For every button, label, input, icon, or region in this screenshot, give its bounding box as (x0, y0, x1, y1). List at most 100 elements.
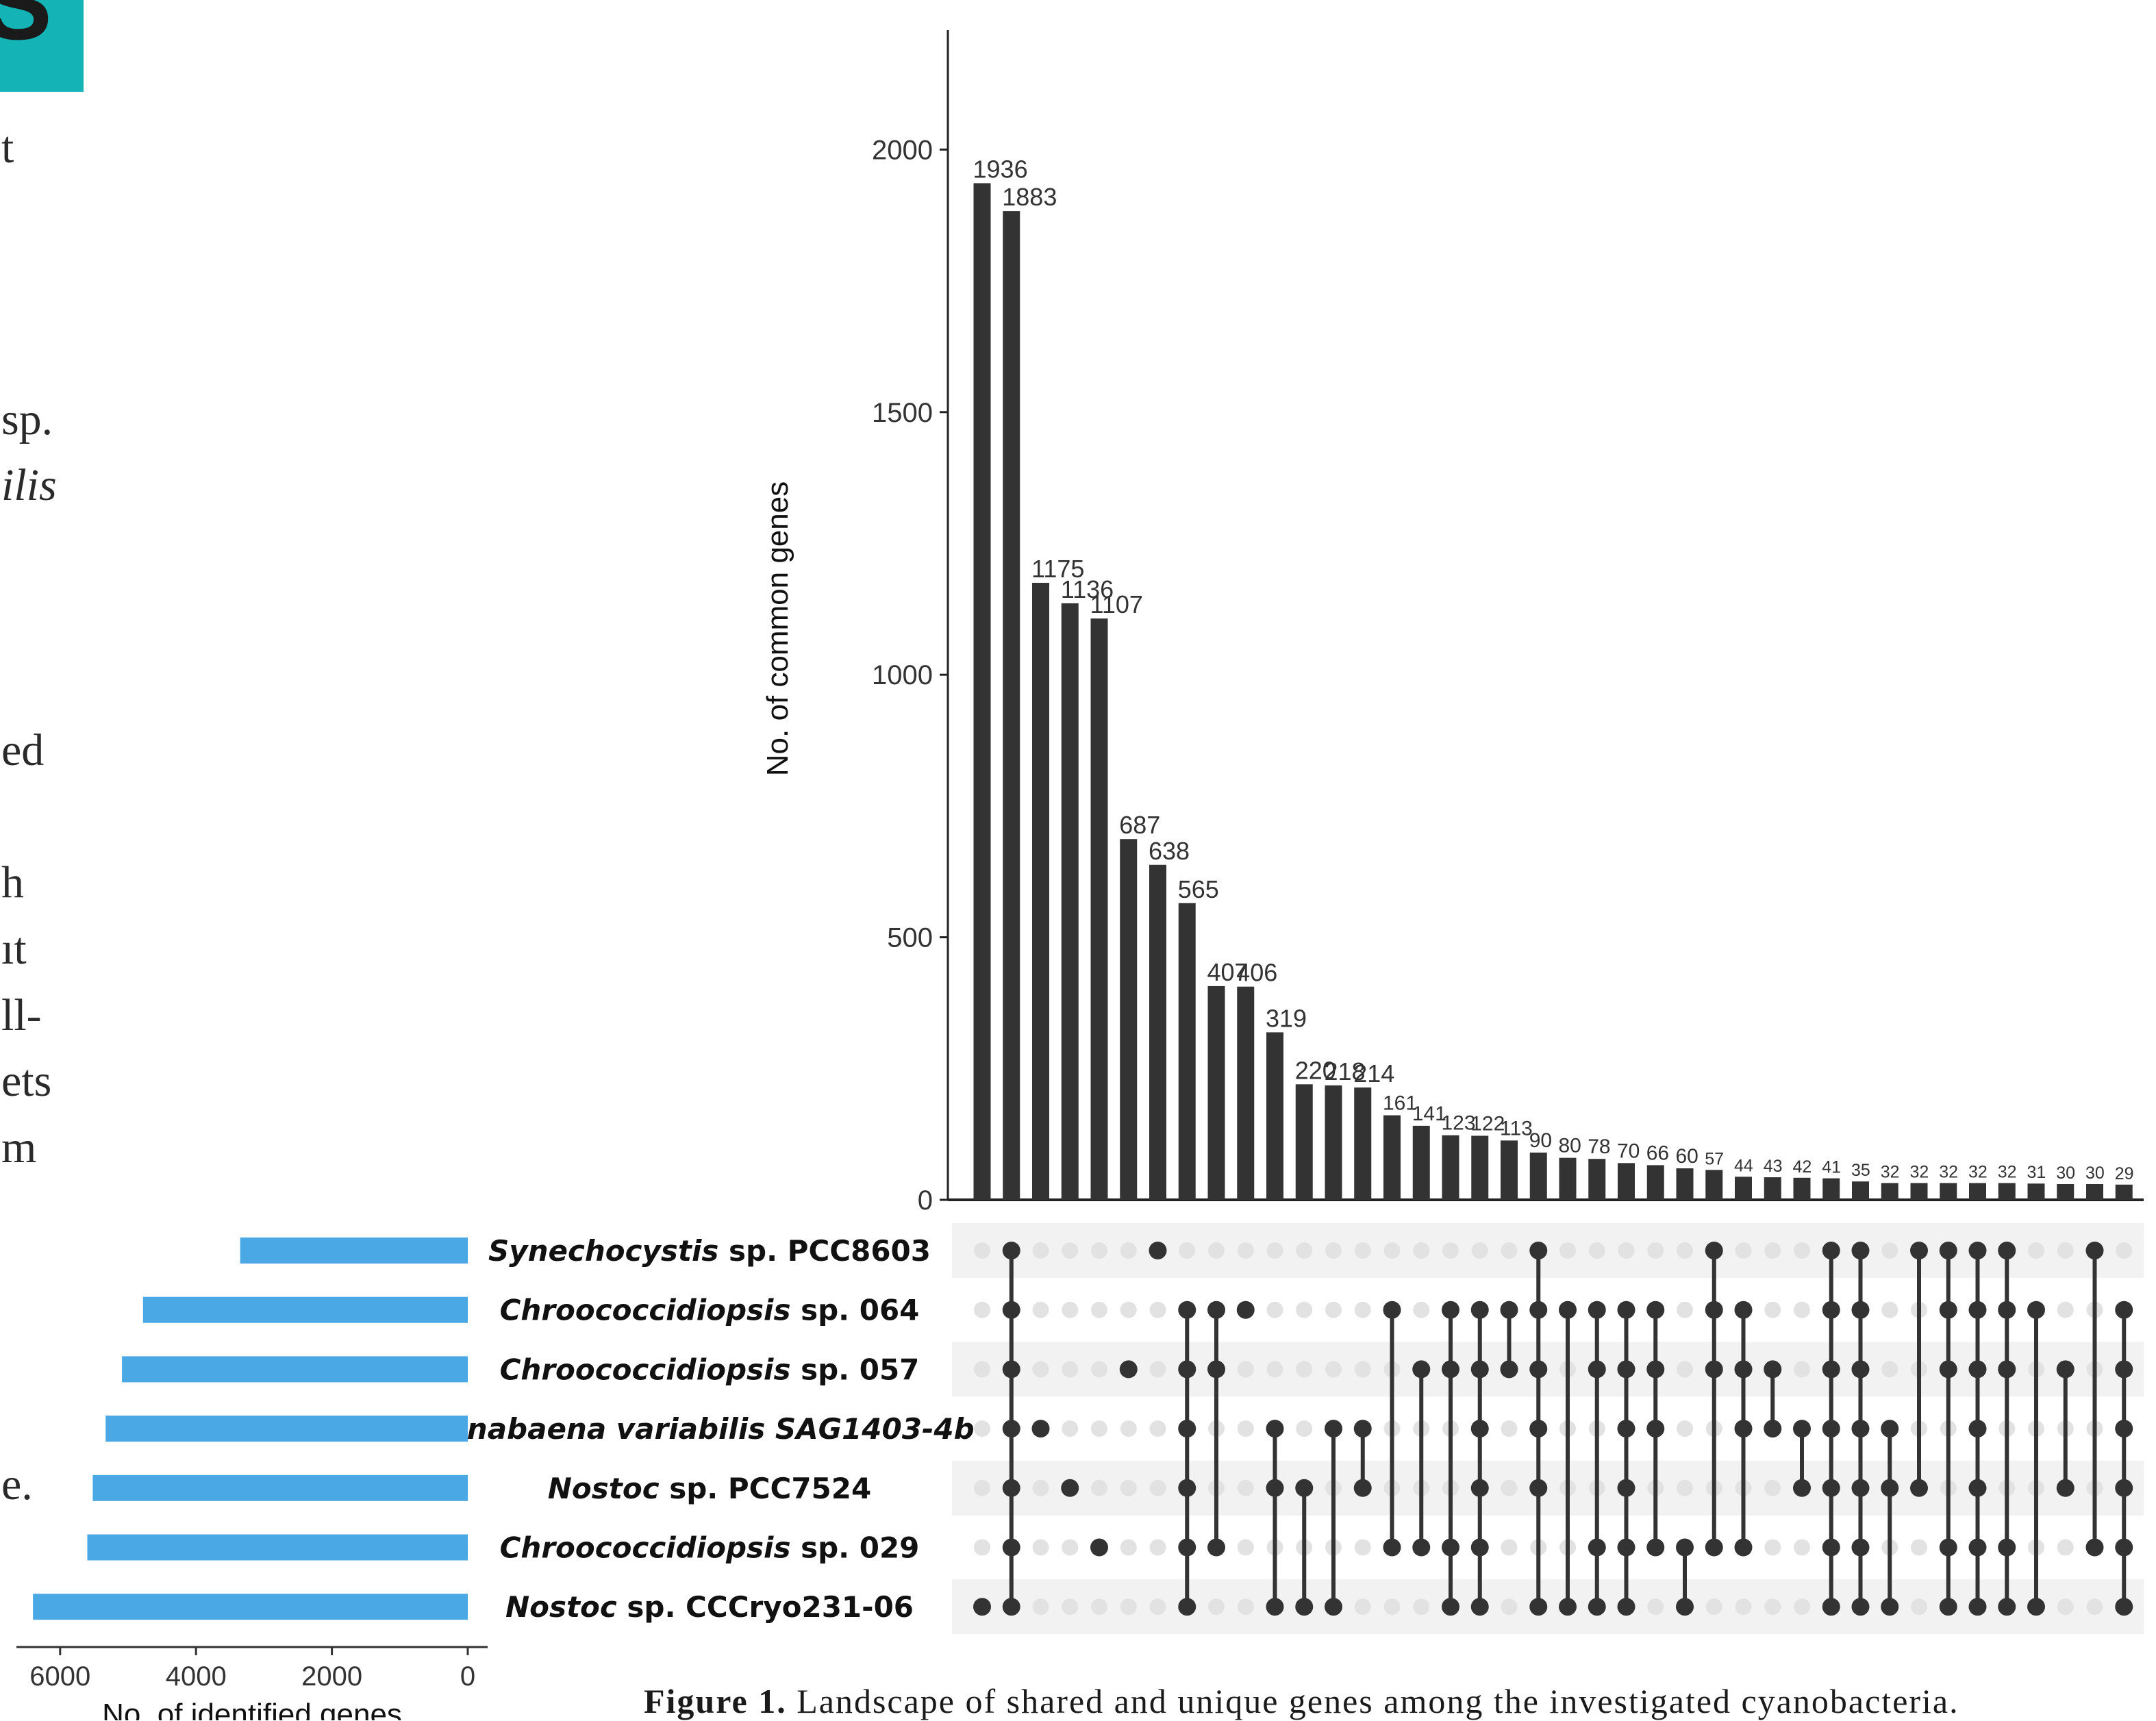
matrix-dot-active (2027, 1598, 2045, 1616)
matrix-dot-active (1646, 1360, 1665, 1379)
intersection-bar (1295, 1084, 1313, 1200)
set-name-label: Nostoc sp. CCCryo231-06 (505, 1590, 914, 1624)
set-name-label: Nostoc sp. PCC7524 (548, 1472, 871, 1505)
matrix-dot-inactive (1237, 1242, 1254, 1259)
matrix-dot-inactive (1647, 1598, 1664, 1616)
set-name-label: Synechocystis sp. PCC8603 (488, 1234, 931, 1268)
matrix-dot-inactive (1354, 1598, 1371, 1616)
matrix-dot-inactive (1911, 1539, 1927, 1556)
bar-value-label: 1883 (1002, 183, 1057, 211)
matrix-dot-active (1734, 1301, 1753, 1319)
bar-value-label: 1936 (973, 155, 1028, 183)
matrix-dot-active (1470, 1479, 1489, 1497)
bar-value-label: 32 (1881, 1162, 1900, 1181)
matrix-dot-active (1851, 1360, 1870, 1379)
set-name-rest: sp. CCCryo231-06 (617, 1590, 914, 1624)
matrix-dot-active (1500, 1360, 1518, 1379)
matrix-dot-inactive (1091, 1479, 1107, 1496)
bar-value-label: 1136 (1061, 575, 1114, 603)
bar-value-label: 29 (2115, 1164, 2134, 1183)
bar-value-label: 35 (1851, 1161, 1870, 1180)
matrix-dot-active (1002, 1479, 1020, 1497)
intersection-bar (1618, 1163, 1635, 1200)
matrix-dot-active (1968, 1360, 1987, 1379)
matrix-dot-inactive (1881, 1242, 1898, 1259)
matrix-dot-inactive (1501, 1420, 1518, 1437)
set-size-bar (92, 1474, 468, 1501)
matrix-dot-active (1851, 1538, 1870, 1557)
matrix-dot-active (1031, 1420, 1050, 1438)
set-name-rest: sp. 029 (790, 1531, 919, 1565)
matrix-dot-inactive (1354, 1242, 1371, 1259)
intersection-bar (2027, 1183, 2045, 1200)
matrix-dot-active (1851, 1301, 1870, 1319)
matrix-dot-active (1529, 1420, 1548, 1438)
matrix-dot-active (1910, 1479, 1928, 1497)
matrix-dot-active (1968, 1538, 1987, 1557)
matrix-dot-inactive (2057, 1539, 2074, 1556)
set-name-rest: sp. 064 (790, 1294, 919, 1327)
matrix-dot-active (1705, 1360, 1723, 1379)
matrix-dot-inactive (1559, 1242, 1576, 1259)
bar-value-label: 687 (1119, 811, 1160, 839)
matrix-dot-active (1851, 1479, 1870, 1497)
set-size-bar (87, 1534, 468, 1561)
matrix-dot-active (1588, 1598, 1606, 1616)
matrix-dot-active (1764, 1420, 1782, 1438)
set-size-tick-label: 4000 (166, 1661, 227, 1692)
intersection-bar (1003, 211, 1020, 1200)
header-tab: S (0, 0, 84, 92)
matrix-dot-active (1822, 1598, 1840, 1616)
matrix-dot-inactive (1354, 1539, 1371, 1556)
set-name-rest: sp. PCC7524 (660, 1472, 872, 1505)
text-fragment: ets (1, 1056, 52, 1106)
matrix-dot-active (1325, 1598, 1342, 1616)
matrix-dot-inactive (1296, 1301, 1313, 1318)
matrix-dot-inactive (1442, 1242, 1459, 1259)
matrix-dot-inactive (1911, 1598, 1927, 1616)
matrix-dot-active (973, 1598, 991, 1616)
matrix-dot-inactive (1062, 1361, 1079, 1378)
matrix-dot-inactive (1764, 1242, 1781, 1259)
matrix-dot-active (1470, 1538, 1489, 1557)
matrix-dot-inactive (2057, 1301, 2074, 1318)
matrix-dot-active (1002, 1538, 1020, 1557)
matrix-dot-inactive (1735, 1598, 1752, 1616)
intersection-bar (1032, 583, 1049, 1200)
matrix-dot-inactive (1354, 1301, 1371, 1318)
bar-value-label: 90 (1529, 1129, 1552, 1152)
matrix-dot-active (1822, 1538, 1840, 1557)
matrix-dot-inactive (1764, 1301, 1781, 1318)
text-fragment: sp. (1, 394, 53, 444)
text-fragment: t (1, 123, 14, 173)
matrix-dot-inactive (1208, 1242, 1225, 1259)
matrix-dot-active (1822, 1301, 1840, 1319)
matrix-dot-inactive (1677, 1242, 1693, 1259)
matrix-dot-inactive (1588, 1242, 1605, 1259)
intersection-bar (1764, 1177, 1781, 1200)
intersection-bar (1442, 1135, 1459, 1200)
matrix-dot-active (1793, 1479, 1811, 1497)
matrix-dot-active (1822, 1479, 1840, 1497)
matrix-dot-inactive (1032, 1479, 1049, 1496)
intersection-bar (1822, 1178, 1840, 1200)
intersection-bar (1178, 903, 1196, 1200)
matrix-dot-inactive (1501, 1539, 1518, 1556)
matrix-dot-active (1968, 1301, 1987, 1319)
matrix-dot-active (1236, 1301, 1255, 1319)
matrix-dot-active (1353, 1420, 1372, 1438)
matrix-dot-inactive (1032, 1301, 1049, 1318)
matrix-dot-active (1412, 1360, 1431, 1379)
matrix-dot-active (1470, 1301, 1489, 1319)
matrix-dot-inactive (1032, 1361, 1049, 1378)
intersection-bar (1735, 1177, 1752, 1200)
matrix-dot-inactive (974, 1361, 990, 1378)
matrix-dot-active (1061, 1479, 1079, 1497)
figure-caption: Figure 1. Landscape of shared and unique… (644, 1681, 1959, 1721)
matrix-dot-inactive (1677, 1479, 1693, 1496)
matrix-dot-active (1295, 1479, 1314, 1497)
y-tick-label: 1000 (872, 660, 933, 690)
matrix-dot-inactive (1032, 1598, 1049, 1616)
matrix-dot-active (1529, 1598, 1548, 1616)
